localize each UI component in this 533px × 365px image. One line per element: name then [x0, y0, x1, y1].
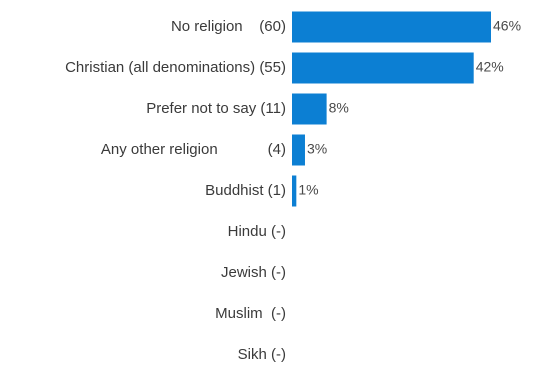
- category-label: Buddhist (1): [205, 182, 286, 199]
- category-label: Prefer not to say (11): [146, 100, 286, 117]
- category-label: No religion (60): [171, 18, 286, 35]
- bar: [292, 93, 327, 125]
- category-label: Jewish (-): [221, 264, 286, 281]
- category-label: Any other religion (4): [101, 141, 286, 158]
- data-label: 42%: [476, 59, 504, 75]
- data-label: 3%: [307, 141, 327, 157]
- data-label: 8%: [329, 100, 349, 116]
- category-label: Muslim (-): [215, 305, 286, 322]
- category-label: Sikh (-): [238, 346, 286, 363]
- bar: [292, 11, 491, 43]
- bar: [292, 175, 297, 207]
- bar: [292, 52, 474, 84]
- data-label: 1%: [298, 182, 318, 198]
- category-label: Hindu (-): [228, 223, 286, 240]
- category-label: Christian (all denominations) (55): [65, 59, 286, 76]
- data-label: 46%: [493, 18, 521, 34]
- bar: [292, 134, 305, 166]
